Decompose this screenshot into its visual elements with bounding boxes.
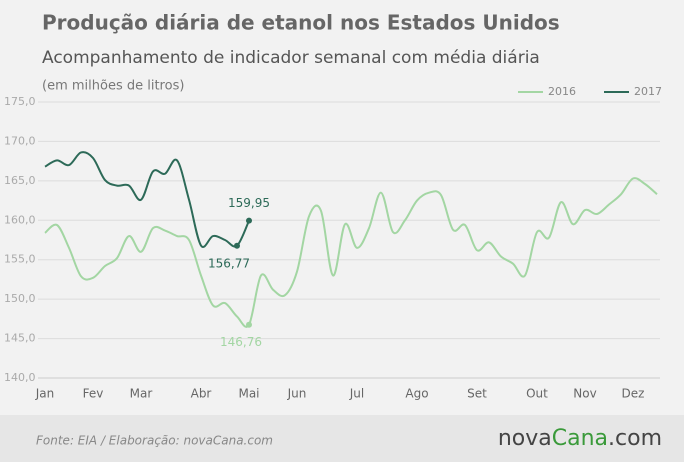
- data-point: [246, 217, 252, 224]
- data-point: [234, 242, 240, 249]
- y-tick-label: 160,0: [4, 213, 36, 226]
- brand-part: Cana: [552, 426, 608, 451]
- brand: novaCana.com: [498, 426, 662, 451]
- y-tick-label: 165,0: [4, 174, 36, 187]
- data-label: 156,77: [208, 256, 250, 270]
- x-tick-label: Jan: [35, 387, 55, 401]
- x-tick-label: Ago: [405, 387, 428, 401]
- chart-title: Produção diária de etanol nos Estados Un…: [42, 11, 560, 35]
- y-label: (em milhões de litros): [42, 79, 184, 94]
- y-tick-label: 170,0: [4, 134, 36, 147]
- data-label: 146,76: [220, 335, 262, 349]
- data-point: [246, 321, 252, 328]
- footer: [0, 415, 684, 462]
- subtitle: Acompanhamento de indicador semanal com …: [42, 48, 540, 68]
- brand-part: .com: [608, 426, 662, 451]
- x-tick-label: Set: [467, 387, 487, 401]
- x-tick-label: Out: [526, 387, 548, 401]
- x-tick-label: Jul: [349, 387, 364, 401]
- x-tick-label: Nov: [573, 387, 596, 401]
- brand-part: nova: [498, 426, 552, 451]
- y-tick-label: 140,0: [4, 371, 36, 384]
- y-tick-label: 155,0: [4, 253, 36, 266]
- y-tick-label: 145,0: [4, 332, 36, 345]
- x-tick-label: Dez: [622, 387, 645, 401]
- x-tick-label: Abr: [191, 387, 212, 401]
- series-line: [44, 177, 658, 328]
- y-tick-label: 175,0: [4, 95, 36, 108]
- x-tick-label: Fev: [83, 387, 104, 401]
- data-label: 159,95: [228, 196, 270, 210]
- x-tick-label: Jun: [287, 387, 307, 401]
- x-tick-label: Mar: [130, 387, 153, 401]
- series-line: [44, 151, 250, 248]
- x-tick-label: Mai: [238, 387, 259, 401]
- y-tick-label: 150,0: [4, 292, 36, 305]
- legend-label: 2017: [634, 85, 662, 98]
- source: Fonte: EIA / Elaboração: novaCana.com: [36, 434, 273, 448]
- legend-label: 2016: [548, 85, 576, 98]
